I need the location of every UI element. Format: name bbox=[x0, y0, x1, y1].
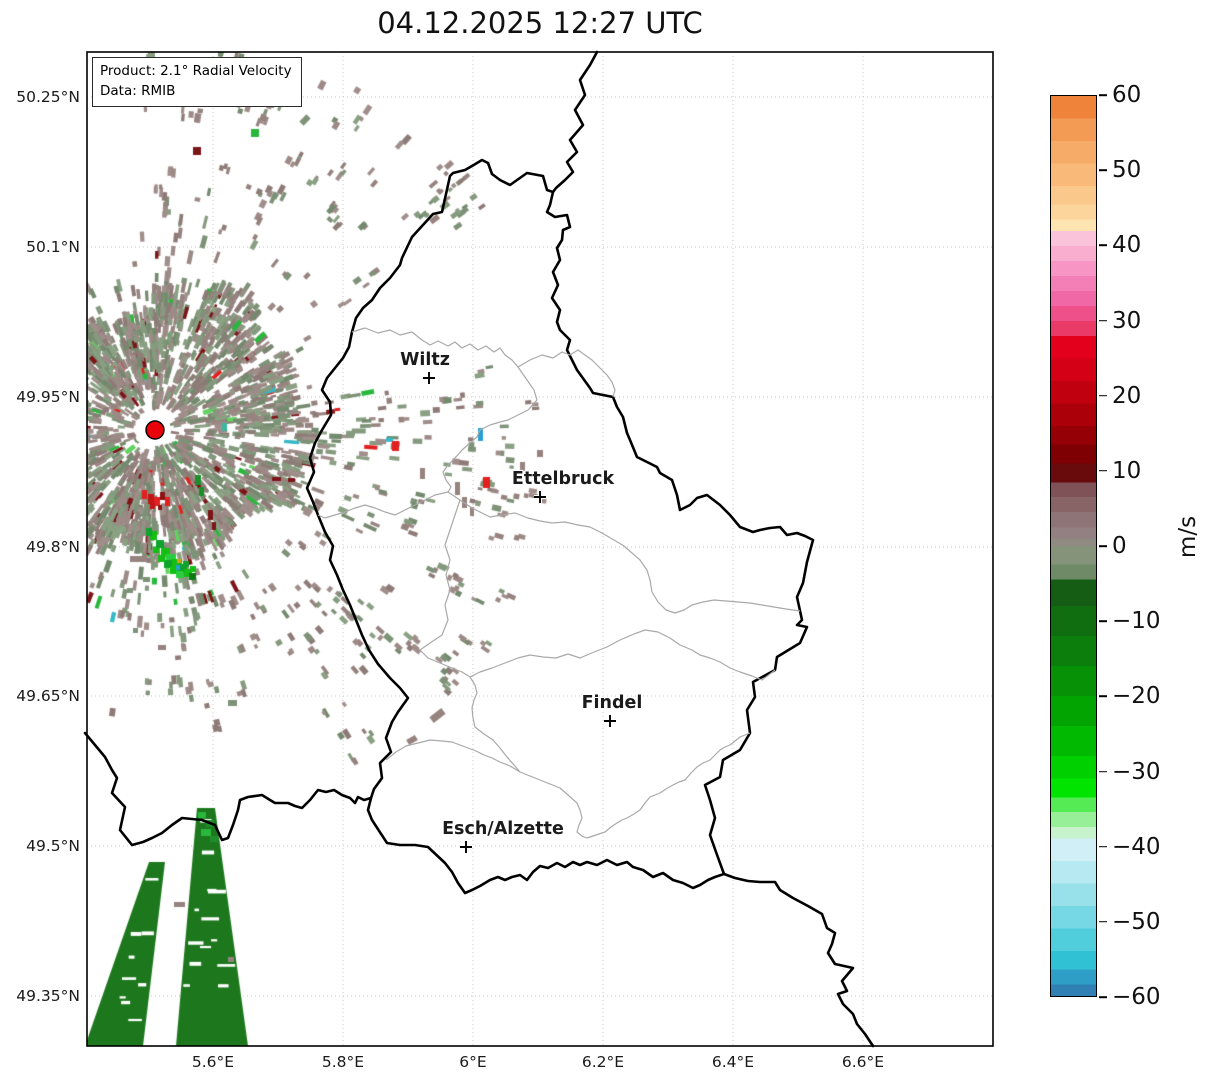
border-belgium-france bbox=[83, 731, 373, 847]
colorbar-tick-label: −30 bbox=[1112, 758, 1161, 785]
y-axis-tick-label: 49.5°N bbox=[26, 837, 80, 855]
x-axis-tick-label: 5.6°E bbox=[191, 1053, 235, 1071]
colorbar-tick-label: 0 bbox=[1112, 533, 1127, 559]
colorbar-tick bbox=[1099, 394, 1107, 397]
page-title: 04.12.2025 12:27 UTC bbox=[377, 6, 703, 40]
colorbar-tick-label: 50 bbox=[1112, 157, 1142, 184]
colorbar-tick bbox=[1099, 244, 1107, 247]
city-marker bbox=[460, 841, 472, 853]
colorbar-tick-label: −20 bbox=[1112, 683, 1161, 710]
product-info-box: Product: 2.1° Radial Velocity Data: RMIB bbox=[92, 57, 302, 107]
city-label: Findel bbox=[581, 693, 643, 713]
colorbar-tick-label: 10 bbox=[1112, 457, 1142, 484]
x-axis-tick-label: 6°E bbox=[459, 1053, 487, 1071]
colorbar-tick bbox=[1099, 169, 1107, 171]
x-axis-tick-label: 5.8°E bbox=[321, 1053, 365, 1071]
canton-borders bbox=[317, 327, 801, 839]
colorbar-tick-label: 40 bbox=[1112, 232, 1142, 259]
colorbar bbox=[1050, 95, 1097, 997]
colorbar-tick-label: −10 bbox=[1112, 608, 1161, 635]
x-axis-tick-label: 6.6°E bbox=[841, 1053, 885, 1071]
border-germany-luxembourg-east bbox=[545, 50, 875, 1048]
colorbar-tick bbox=[1099, 545, 1107, 547]
colorbar-tick bbox=[1099, 319, 1107, 322]
colorbar-tick-label: −50 bbox=[1112, 908, 1161, 935]
city-label: Ettelbruck bbox=[511, 469, 615, 489]
colorbar-tick-label: 20 bbox=[1112, 382, 1142, 409]
colorbar-tick-label: −60 bbox=[1112, 984, 1161, 1010]
y-axis-tick-label: 49.65°N bbox=[16, 687, 80, 705]
city-label: Wiltz bbox=[400, 350, 450, 370]
radar-site-dot bbox=[145, 420, 165, 440]
colorbar-tick-label: 60 bbox=[1112, 82, 1142, 108]
colorbar-tick bbox=[1099, 921, 1107, 923]
axes-frame bbox=[86, 51, 994, 1047]
colorbar-unit-label: m/s bbox=[1175, 515, 1201, 559]
y-axis-tick-label: 49.35°N bbox=[16, 987, 80, 1005]
y-axis-tick-label: 50.25°N bbox=[16, 88, 80, 106]
radar-echo-canvas bbox=[87, 52, 993, 1046]
city-marker bbox=[534, 491, 546, 503]
city-marker bbox=[604, 715, 616, 727]
x-axis-tick-label: 6.2°E bbox=[581, 1053, 625, 1071]
y-axis-tick-label: 49.8°N bbox=[26, 538, 80, 556]
y-axis-tick-label: 50.1°N bbox=[26, 238, 80, 256]
product-line: Product: 2.1° Radial Velocity bbox=[100, 63, 292, 79]
colorbar-tick-label: 30 bbox=[1112, 307, 1142, 334]
colorbar-tick bbox=[1099, 695, 1107, 698]
city-label: Esch/Alzette bbox=[442, 819, 564, 839]
city-marker bbox=[423, 372, 435, 384]
y-axis-tick-label: 49.95°N bbox=[16, 388, 80, 406]
colorbar-tick-label: −40 bbox=[1112, 833, 1161, 860]
x-axis-tick-label: 6.4°E bbox=[711, 1053, 755, 1071]
colorbar-tick bbox=[1099, 620, 1107, 622]
colorbar-tick bbox=[1099, 94, 1107, 96]
city-markers bbox=[423, 372, 616, 853]
country-borders bbox=[83, 50, 875, 1048]
colorbar-tick bbox=[1099, 996, 1107, 998]
data-source-line: Data: RMIB bbox=[100, 83, 176, 100]
colorbar-tick bbox=[1099, 845, 1107, 848]
colorbar-tick bbox=[1099, 770, 1107, 773]
border-luxembourg-west-south bbox=[305, 158, 726, 895]
colorbar-tick bbox=[1099, 470, 1107, 472]
